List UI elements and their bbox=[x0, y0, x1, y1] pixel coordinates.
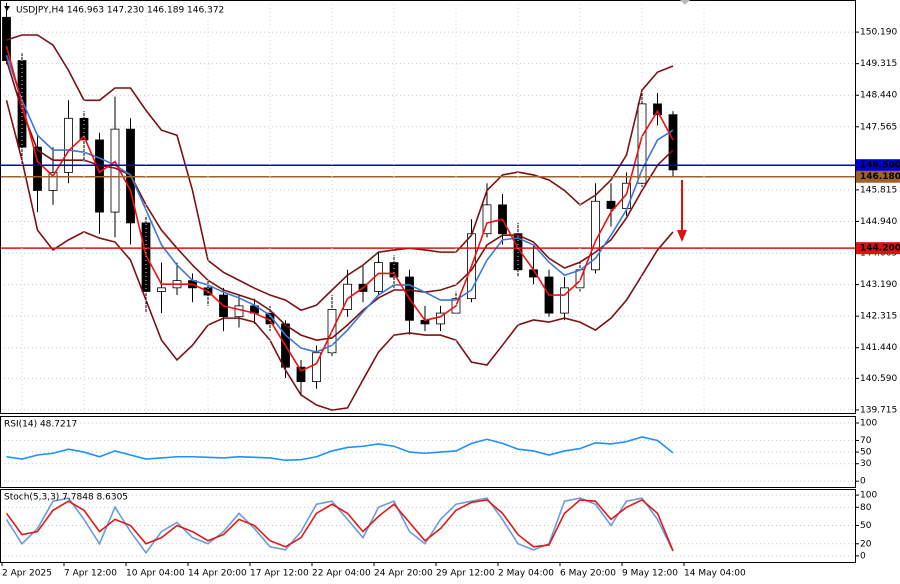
y-tick-label: 50 bbox=[860, 448, 872, 458]
candle-body bbox=[668, 114, 678, 171]
indicator-line bbox=[5, 499, 674, 551]
main-panel-border bbox=[0, 0, 856, 414]
x-tick-label: 14 Apr 20:00 bbox=[188, 569, 247, 579]
candle-body bbox=[141, 222, 151, 292]
y-tick-label: 144.940 bbox=[860, 217, 897, 227]
candle-body bbox=[560, 287, 569, 314]
candle-body bbox=[157, 287, 166, 292]
y-tick-label: 149.315 bbox=[860, 59, 897, 69]
indicator-line bbox=[5, 100, 674, 411]
candle-body bbox=[482, 204, 492, 235]
y-tick-label: 148.440 bbox=[860, 91, 897, 101]
candle-body bbox=[389, 262, 399, 278]
y-tick-label: 141.440 bbox=[860, 343, 897, 353]
y-tick-label: 100 bbox=[860, 418, 877, 428]
y-tick-label: 139.715 bbox=[860, 405, 897, 415]
rsi-panel-border bbox=[0, 416, 856, 488]
candle-body bbox=[48, 172, 58, 191]
x-tick-label: 22 Apr 04:00 bbox=[312, 569, 371, 579]
indicator-line bbox=[6, 34, 674, 312]
level-label: 144.200 bbox=[860, 244, 900, 254]
y-tick-label: 145.815 bbox=[860, 185, 897, 195]
indicator-line bbox=[6, 436, 674, 462]
x-tick-label: 2 Apr 2025 bbox=[2, 569, 52, 579]
candle-body bbox=[234, 305, 244, 318]
x-tick-label: 17 Apr 12:00 bbox=[250, 569, 309, 579]
y-tick-label: 143.190 bbox=[860, 280, 897, 290]
level-label-box bbox=[856, 159, 900, 172]
x-tick-label: 2 May 04:00 bbox=[498, 569, 554, 579]
x-tick-label: 14 May 04:00 bbox=[684, 569, 746, 579]
level-label: 146.500 bbox=[860, 161, 900, 171]
panel-title: Stoch(5,3,3) 7.7848 8.6305 bbox=[4, 493, 128, 503]
candle-body bbox=[513, 233, 523, 271]
y-tick-label: 147.565 bbox=[860, 122, 897, 132]
x-tick-label: 7 Apr 12:00 bbox=[64, 569, 117, 579]
candle-body bbox=[296, 366, 306, 383]
y-tick-label: 140.590 bbox=[860, 374, 897, 384]
candle-body bbox=[606, 200, 616, 209]
indicator-line bbox=[5, 59, 674, 341]
x-tick-label: 6 May 20:00 bbox=[560, 569, 616, 579]
level-label: 146.180 bbox=[860, 172, 900, 182]
candle-body bbox=[637, 103, 647, 184]
candle-body bbox=[653, 103, 662, 116]
y-tick-label: 30 bbox=[860, 459, 872, 469]
candle-body bbox=[110, 128, 120, 213]
y-tick-label: 70 bbox=[860, 436, 872, 446]
panel-title: RSI(14) 48.7217 bbox=[4, 420, 77, 430]
indicator-line bbox=[5, 45, 674, 372]
y-tick-label: 50 bbox=[860, 521, 872, 531]
candle-body bbox=[33, 146, 42, 191]
x-tick-label: 9 May 12:00 bbox=[622, 569, 678, 579]
stoch-panel-border bbox=[0, 489, 856, 563]
y-tick-label: 20 bbox=[860, 539, 872, 549]
y-tick-label: 150.190 bbox=[860, 28, 897, 38]
candle-body bbox=[79, 117, 89, 141]
menu-triangle bbox=[4, 6, 10, 11]
y-tick-label: 0 bbox=[860, 477, 866, 487]
indicator-line bbox=[5, 497, 674, 555]
x-tick-label: 10 Apr 04:00 bbox=[126, 569, 185, 579]
x-tick-label: 24 Apr 20:00 bbox=[374, 569, 433, 579]
panel-title: USDJPY,H4 146.963 147.230 146.189 146.37… bbox=[16, 6, 224, 16]
candle-body bbox=[64, 117, 73, 173]
y-tick-label: 142.315 bbox=[860, 312, 897, 322]
level-label-box bbox=[856, 242, 900, 255]
candle-body bbox=[591, 200, 600, 271]
candle-body bbox=[343, 283, 352, 310]
y-tick-label: 80 bbox=[860, 503, 872, 513]
y-tick-label: 100 bbox=[860, 491, 877, 501]
annotation-arrowhead bbox=[677, 230, 687, 242]
x-tick-label: 29 Apr 12:00 bbox=[436, 569, 495, 579]
level-label-box bbox=[856, 170, 900, 183]
candle-body bbox=[436, 312, 445, 325]
shift-marker bbox=[680, 0, 690, 5]
y-tick-label: 0 bbox=[860, 551, 866, 561]
